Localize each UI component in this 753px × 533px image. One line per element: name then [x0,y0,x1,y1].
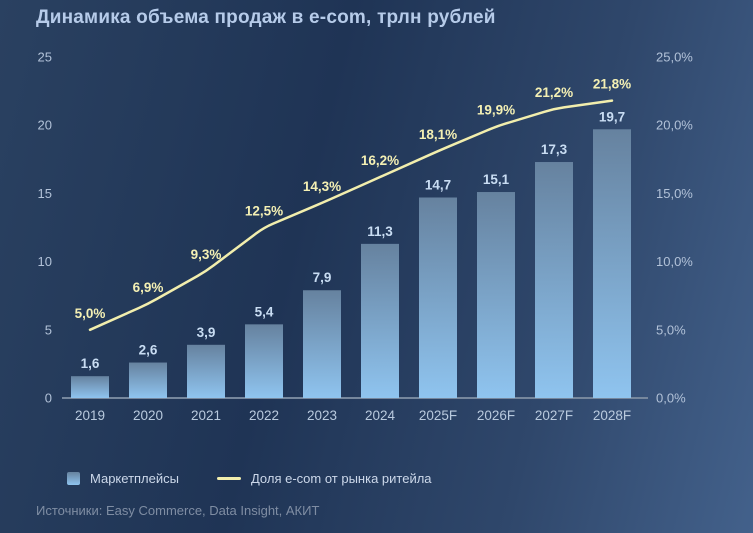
share-value-label: 6,9% [133,280,164,295]
share-value-label: 12,5% [245,204,283,219]
bar-value-label: 3,9 [197,325,216,340]
share-value-label: 18,1% [419,127,457,142]
bar-value-label: 2,6 [139,343,158,358]
legend-item-ecom-share: Доля e-com от рынка ритейла [216,471,432,486]
bar-series-swatch-icon [67,472,80,485]
bar-value-label: 19,7 [599,109,625,124]
x-axis-label: 2028F [593,408,631,423]
ecom-share-line [88,99,614,332]
x-axis-label: 2020 [133,408,163,423]
x-axis-label: 2025F [419,408,457,423]
bar-2019 [71,376,109,398]
bar-2026F [477,192,515,398]
y-axis-right-tick: 10,0% [656,254,693,269]
bar-value-label: 11,3 [367,224,393,239]
x-axis-label: 2019 [75,408,105,423]
bar-2025F [419,197,457,398]
legend-label-ecom-share: Доля e-com от рынка ритейла [250,471,432,486]
line-series-swatch-icon [216,477,241,480]
share-value-label: 16,2% [361,153,399,168]
bar-2021 [187,344,225,398]
y-axis-left-tick: 25 [38,50,52,65]
bar-2020 [129,362,167,398]
y-axis-left-tick: 10 [38,254,52,269]
y-axis-left-tick: 20 [38,118,52,133]
x-axis-label: 2021 [191,408,221,423]
chart-title: Динамика объема продаж в e-com, трлн руб… [36,7,496,28]
x-axis-label: 2026F [477,408,515,423]
y-axis-right-tick: 25,0% [656,50,693,65]
chart-canvas: 0 0,0% 5 5,0% 10 10,0% 15 15,0% 20 20,0% 25 25,0% 1,… [38,50,694,424]
y-axis-left-tick: 0 [45,391,52,406]
y-axis-right-tick: 0,0% [656,391,686,406]
chart-legend: Маркетплейсы Доля e-com от рынка ритейла [67,471,432,486]
bar-2023 [303,290,341,398]
y-axis-right-tick: 5,0% [656,322,686,337]
bar-value-label: 5,4 [255,304,274,319]
bar-2028F [593,129,631,399]
x-axis-label: 2022 [249,408,279,423]
x-axis-label: 2024 [365,408,396,423]
share-value-label: 14,3% [303,179,341,194]
bar-value-label: 17,3 [541,142,568,157]
share-value-label: 5,0% [75,306,106,321]
share-value-label: 21,8% [593,77,631,92]
share-value-label: 21,2% [535,85,573,100]
y-axis-left-tick: 5 [45,322,52,337]
share-value-label: 9,3% [191,247,222,262]
source-note: Источники: Easy Commerce, Data Insight, … [36,503,320,518]
legend-item-marketplaces: Маркетплейсы [67,471,179,486]
y-axis-right-tick: 20,0% [656,118,693,133]
share-value-label: 19,9% [477,103,515,118]
bar-value-label: 15,1 [483,172,510,187]
x-axis-label: 2027F [535,408,573,423]
y-axis-left-tick: 15 [38,186,52,201]
bar-value-label: 7,9 [313,270,332,285]
bar-2022 [245,324,283,398]
x-axis-label: 2023 [307,408,337,423]
legend-label-marketplaces: Маркетплейсы [90,471,179,486]
y-axis-right-tick: 15,0% [656,186,693,201]
bar-value-label: 14,7 [425,177,451,192]
bar-value-label: 1,6 [81,356,100,371]
bar-2027F [535,162,573,398]
bar-2024 [361,243,399,398]
